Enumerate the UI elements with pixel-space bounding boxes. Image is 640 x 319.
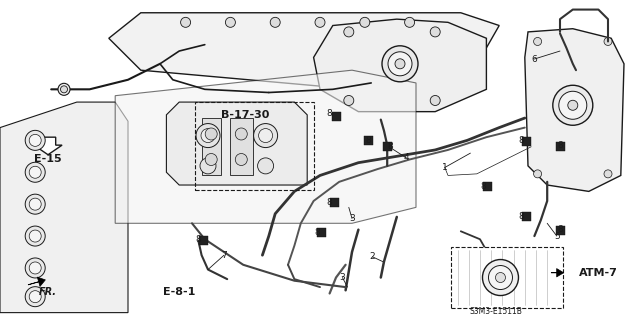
Circle shape	[225, 17, 236, 27]
Bar	[522, 137, 531, 146]
Circle shape	[196, 123, 220, 148]
FancyArrowPatch shape	[551, 269, 564, 277]
Circle shape	[236, 128, 247, 140]
Circle shape	[534, 37, 541, 46]
Text: 7: 7	[221, 251, 227, 260]
Circle shape	[25, 130, 45, 150]
Bar	[364, 137, 372, 145]
Bar	[556, 142, 565, 151]
Circle shape	[270, 17, 280, 27]
Circle shape	[200, 158, 216, 174]
Text: 8: 8	[519, 136, 524, 145]
Circle shape	[29, 230, 41, 242]
Text: S3M3-E1511B: S3M3-E1511B	[470, 307, 522, 315]
Text: 8: 8	[327, 109, 332, 118]
Circle shape	[382, 46, 418, 82]
Circle shape	[257, 158, 274, 174]
Polygon shape	[525, 29, 624, 191]
Circle shape	[201, 129, 215, 143]
Circle shape	[568, 100, 578, 110]
Text: 8: 8	[327, 198, 332, 207]
Polygon shape	[314, 19, 486, 112]
Bar	[330, 198, 339, 207]
Circle shape	[488, 265, 513, 290]
Circle shape	[553, 85, 593, 125]
Circle shape	[29, 134, 41, 146]
Circle shape	[25, 194, 45, 214]
Circle shape	[483, 260, 518, 295]
Text: 8: 8	[557, 225, 563, 234]
Polygon shape	[34, 137, 62, 155]
Circle shape	[29, 198, 41, 210]
Text: E-8-1: E-8-1	[163, 287, 195, 297]
Circle shape	[395, 59, 405, 69]
Polygon shape	[202, 118, 221, 175]
Circle shape	[495, 272, 506, 283]
Circle shape	[29, 262, 41, 274]
Polygon shape	[166, 102, 307, 185]
Circle shape	[205, 128, 217, 140]
Text: 8: 8	[557, 141, 563, 150]
Polygon shape	[109, 13, 499, 86]
Bar	[556, 226, 565, 235]
Bar	[451, 247, 563, 308]
Polygon shape	[0, 102, 128, 313]
Text: FR.: FR.	[38, 287, 56, 297]
Circle shape	[430, 95, 440, 106]
Circle shape	[180, 17, 191, 27]
Circle shape	[388, 52, 412, 76]
Circle shape	[25, 287, 45, 307]
Circle shape	[559, 91, 587, 119]
Circle shape	[253, 123, 278, 148]
Circle shape	[25, 162, 45, 182]
Text: ATM-7: ATM-7	[579, 268, 618, 278]
Text: 3: 3	[349, 214, 355, 223]
Circle shape	[61, 86, 67, 93]
Polygon shape	[230, 118, 253, 175]
Circle shape	[259, 129, 273, 143]
Text: 6: 6	[532, 55, 537, 63]
Circle shape	[344, 95, 354, 106]
Text: 8: 8	[388, 142, 393, 151]
Circle shape	[315, 17, 325, 27]
Text: 2: 2	[370, 252, 375, 261]
FancyArrowPatch shape	[28, 277, 45, 286]
Bar	[195, 102, 314, 190]
Circle shape	[534, 170, 541, 178]
Bar	[522, 212, 531, 221]
Text: 8: 8	[314, 228, 319, 237]
Text: 8: 8	[365, 136, 371, 145]
Bar	[199, 236, 208, 245]
Text: 3: 3	[340, 273, 345, 282]
Circle shape	[29, 291, 41, 303]
Bar	[483, 182, 492, 191]
Text: B-17-30: B-17-30	[221, 110, 269, 120]
Circle shape	[430, 27, 440, 37]
Polygon shape	[115, 70, 416, 223]
Circle shape	[360, 17, 370, 27]
Circle shape	[604, 170, 612, 178]
Circle shape	[236, 153, 247, 166]
Circle shape	[25, 258, 45, 278]
Circle shape	[29, 166, 41, 178]
Circle shape	[604, 37, 612, 46]
Text: E-15: E-15	[34, 154, 62, 165]
Text: 4: 4	[404, 153, 409, 162]
Text: 8: 8	[519, 212, 524, 221]
Text: 8: 8	[196, 235, 201, 244]
Text: 1: 1	[442, 163, 447, 172]
Text: 5: 5	[554, 232, 559, 241]
Bar	[317, 228, 326, 237]
Bar	[332, 112, 340, 121]
Circle shape	[205, 153, 217, 166]
Circle shape	[58, 83, 70, 95]
Bar	[383, 142, 392, 151]
Text: 8: 8	[481, 182, 486, 191]
Circle shape	[344, 27, 354, 37]
Circle shape	[25, 226, 45, 246]
Circle shape	[404, 17, 415, 27]
